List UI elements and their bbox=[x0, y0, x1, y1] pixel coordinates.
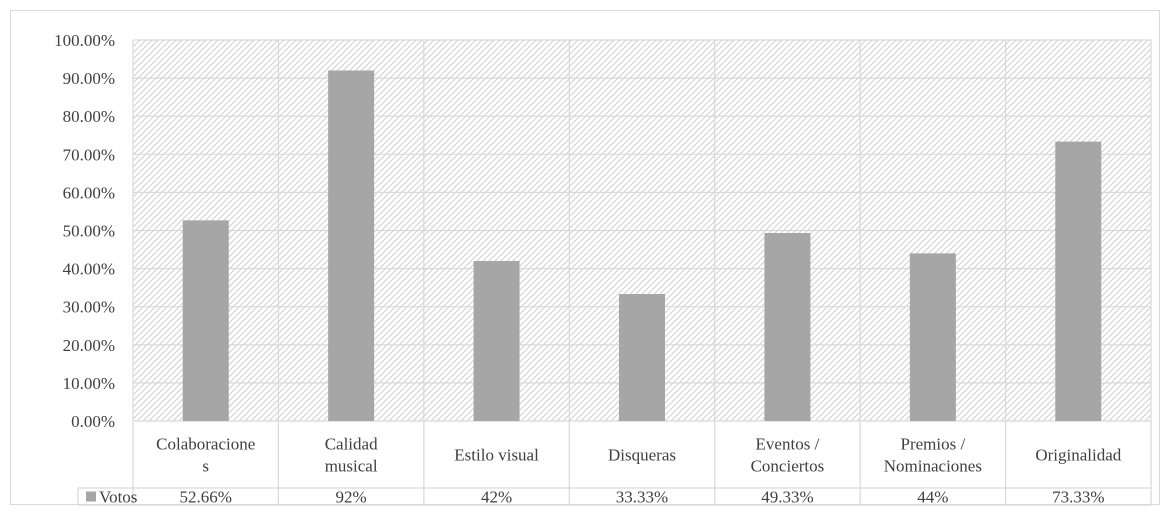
bar bbox=[764, 233, 811, 421]
bar bbox=[619, 294, 665, 421]
y-tick-label: 90.00% bbox=[63, 69, 115, 88]
y-tick-label: 40.00% bbox=[63, 260, 115, 279]
category-label: s bbox=[202, 457, 209, 476]
table-value: 73.33% bbox=[1052, 488, 1104, 507]
y-axis-ticks: 0.00% 10.00% 20.00% 30.00% 40.00% 50.00% 60.00… bbox=[54, 31, 115, 431]
y-tick-label: 100.00% bbox=[54, 31, 115, 50]
bar bbox=[909, 253, 956, 421]
table-value: 92% bbox=[336, 488, 367, 507]
table-value: 44% bbox=[917, 488, 948, 507]
y-tick-label: 20.00% bbox=[63, 336, 115, 355]
y-tick-label: 0.00% bbox=[71, 412, 115, 431]
bar bbox=[473, 260, 520, 421]
table-value: 49.33% bbox=[761, 488, 813, 507]
bar bbox=[1055, 141, 1102, 421]
category-label: Premios / bbox=[901, 435, 966, 454]
category-label: Conciertos bbox=[751, 457, 825, 476]
table-value: 33.33% bbox=[616, 488, 668, 507]
y-tick-label: 10.00% bbox=[63, 374, 115, 393]
category-label: Disqueras bbox=[608, 446, 676, 465]
category-label: musical bbox=[325, 457, 378, 476]
y-tick-label: 80.00% bbox=[63, 107, 115, 126]
table-value: 42% bbox=[481, 488, 512, 507]
category-label: Eventos / bbox=[756, 435, 820, 454]
bars bbox=[182, 70, 1102, 421]
legend-label: Votos bbox=[99, 488, 137, 507]
category-label: Colaboracione bbox=[156, 435, 255, 454]
legend-key bbox=[86, 491, 96, 502]
bar bbox=[328, 70, 375, 421]
category-label: Estilo visual bbox=[454, 446, 539, 465]
y-tick-label: 30.00% bbox=[63, 298, 115, 317]
gridlines bbox=[132, 39, 1152, 505]
y-tick-label: 50.00% bbox=[63, 222, 115, 241]
table-value: 52.66% bbox=[180, 488, 232, 507]
category-label: Calidad bbox=[325, 435, 378, 454]
bar bbox=[182, 220, 229, 421]
y-tick-label: 60.00% bbox=[63, 183, 115, 202]
category-label: Nominaciones bbox=[884, 457, 982, 476]
category-label: Originalidad bbox=[1035, 446, 1121, 465]
y-tick-label: 70.00% bbox=[63, 145, 115, 164]
data-table: Colaboracione s Calidad musical Estilo visua… bbox=[77, 435, 1151, 507]
